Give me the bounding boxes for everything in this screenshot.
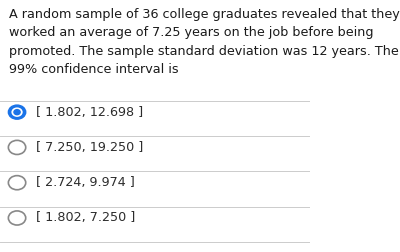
Circle shape	[8, 105, 26, 119]
Circle shape	[14, 110, 20, 115]
Text: A random sample of 36 college graduates revealed that they
worked an average of : A random sample of 36 college graduates …	[9, 8, 400, 76]
Text: [ 2.724, 9.974 ]: [ 2.724, 9.974 ]	[36, 176, 134, 189]
Text: [ 7.250, 19.250 ]: [ 7.250, 19.250 ]	[36, 141, 143, 154]
Circle shape	[12, 108, 22, 116]
Text: [ 1.802, 7.250 ]: [ 1.802, 7.250 ]	[36, 211, 135, 225]
Text: [ 1.802, 12.698 ]: [ 1.802, 12.698 ]	[36, 106, 143, 119]
